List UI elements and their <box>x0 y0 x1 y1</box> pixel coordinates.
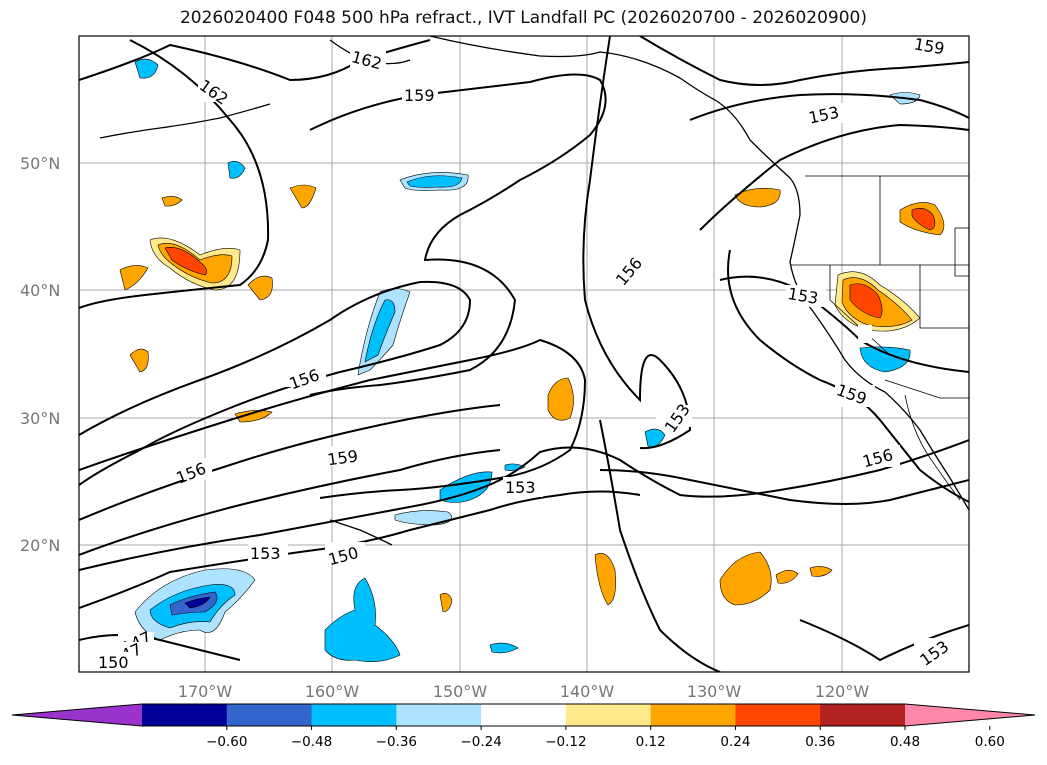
border-state-6 <box>954 228 969 277</box>
colorbar-tick-label: 0.36 <box>805 734 835 750</box>
colorbar: −0.60 −0.48 −0.36 −0.24 −0.12 0.12 0.24 0.36 0.4… <box>11 703 1036 750</box>
shade-pos-10 <box>734 188 781 208</box>
map-title: 2026020400 F048 500 hPa refract., IVT La… <box>179 8 867 28</box>
contour-153-c <box>719 275 969 373</box>
contour-153 <box>79 404 501 521</box>
shade-pos-13 <box>247 275 273 301</box>
contour-153-b <box>689 93 969 121</box>
shade-pos-9 <box>547 377 574 421</box>
contour-156-e <box>599 419 721 672</box>
colorbar-extend-low <box>12 704 142 726</box>
coastlines <box>99 36 969 546</box>
shade-neg-10 <box>439 471 493 503</box>
colorbar-swatch <box>735 704 821 726</box>
colorbar-swatch <box>650 704 736 726</box>
contour-label-15: 153 <box>250 544 281 563</box>
lon-label-130: 130°W <box>687 682 742 701</box>
contour-156-d <box>599 469 969 505</box>
lon-label-140: 140°W <box>560 682 615 701</box>
lon-label-160: 160°W <box>305 682 360 701</box>
shade-neg-18 <box>489 642 519 654</box>
colorbar-swatch <box>142 704 228 726</box>
shade-neg-4 <box>184 596 211 609</box>
shade-neg-12 <box>859 346 911 373</box>
colorbar-swatch <box>311 704 397 726</box>
colorbar-swatch <box>396 704 482 726</box>
colorbar-swatch <box>481 704 567 726</box>
contour-label-4: 159 <box>913 34 946 58</box>
shade-pos-15 <box>234 410 273 423</box>
shade-pos-7 <box>719 551 772 606</box>
colorbar-extend-high <box>905 704 1035 726</box>
contour-150 <box>79 449 501 556</box>
colorbar-outline <box>11 703 1036 727</box>
shade-neg-15 <box>227 161 246 179</box>
colorbar-tick-label: −0.12 <box>545 734 586 750</box>
contour-159-b <box>79 338 587 499</box>
shade-pos-3 <box>164 247 207 276</box>
colorbar-tick-label: −0.36 <box>376 734 417 750</box>
coastline-north-america <box>429 36 969 511</box>
colorbar-tick-label: 0.24 <box>720 734 750 750</box>
shade-pos-21 <box>775 569 799 584</box>
shade-pos-20 <box>809 566 833 577</box>
colorbar-swatch <box>820 704 906 726</box>
lat-label-20: 20°N <box>20 536 60 555</box>
contour-156-f <box>799 619 969 662</box>
shade-neg-9 <box>406 175 463 188</box>
contour-156 <box>79 280 472 486</box>
lat-label-40: 40°N <box>20 281 60 300</box>
lon-label-170: 170°W <box>178 682 233 701</box>
contour-label-3: 159 <box>404 86 435 105</box>
contour-label-19: 150 <box>98 653 129 672</box>
shade-pos-16 <box>129 348 149 373</box>
colorbar-tick-label: −0.48 <box>291 734 332 750</box>
border-state-4 <box>919 265 969 329</box>
shade-pos-18 <box>161 196 183 207</box>
colorbar-tick-label: −0.60 <box>206 734 247 750</box>
shade-pos-19 <box>439 593 453 613</box>
lat-label-30: 30°N <box>20 409 60 428</box>
shade-pos-17 <box>119 265 149 291</box>
colorbar-tick-label: 0.12 <box>636 734 666 750</box>
contour-label-12: 153 <box>505 478 536 497</box>
colorbar-tick-label: 0.60 <box>975 734 1005 750</box>
map-frame <box>78 35 970 673</box>
lat-label-50: 50°N <box>20 154 60 173</box>
contour-150-b <box>79 490 641 609</box>
contour-147 <box>79 439 969 571</box>
colorbar-swatch <box>565 704 652 726</box>
shade-neg-5 <box>324 577 401 662</box>
colorbar-tick-label: −0.24 <box>460 734 501 750</box>
lon-label-120: 120°W <box>815 682 870 701</box>
shade-pos-8 <box>594 553 616 606</box>
shade-neg-7 <box>364 299 396 363</box>
lon-label-150: 150°W <box>433 682 488 701</box>
border-us-mexico <box>884 379 969 399</box>
graticule <box>79 36 969 672</box>
shading-layer <box>119 58 945 662</box>
contour-159-c <box>639 36 969 86</box>
shade-pos-14 <box>289 184 317 209</box>
contour-156-c <box>699 123 969 231</box>
contour-159 <box>309 73 607 396</box>
coastline-aleutians <box>99 103 271 139</box>
contour-label-13: 159 <box>326 446 359 469</box>
shade-neg-14 <box>134 58 159 79</box>
contours <box>79 36 969 672</box>
colorbar-tick-label: 0.48 <box>890 734 920 750</box>
shade-pos-6 <box>849 283 883 319</box>
colorbar-swatch <box>226 704 313 726</box>
coastline-hawaii <box>329 519 393 546</box>
contour-153-d <box>79 634 241 661</box>
shade-pos-12 <box>911 208 936 231</box>
